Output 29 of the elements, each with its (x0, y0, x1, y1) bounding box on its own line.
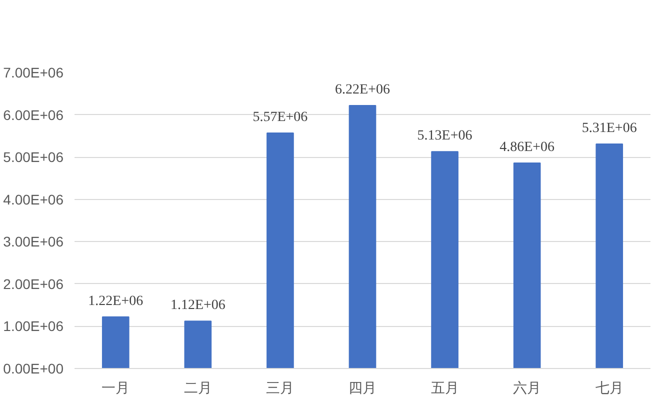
x-tick-label: 六月 (513, 380, 542, 396)
data-label: 5.31E+06 (582, 120, 637, 136)
data-label: 6.22E+06 (335, 82, 390, 98)
bar (596, 143, 624, 368)
data-label: 1.12E+06 (170, 298, 226, 314)
x-tick-label: 一月 (102, 380, 130, 396)
bar (102, 316, 130, 368)
x-tick-label: 四月 (348, 380, 376, 396)
data-label: 5.57E+06 (252, 110, 308, 125)
y-tick-label: 3.00E+06 (3, 234, 64, 250)
x-tick-label: 七月 (595, 380, 624, 396)
bar (431, 151, 458, 368)
y-tick-label: 2.00E+06 (3, 276, 64, 292)
data-label: 4.86E+06 (500, 140, 555, 155)
data-label: 5.13E+06 (417, 128, 472, 144)
y-tick-label: 7.00E+06 (3, 64, 64, 80)
bar (266, 132, 294, 368)
y-tick-label: 0.00E+00 (3, 360, 64, 376)
bar (184, 320, 212, 368)
data-label: 1.22E+06 (88, 294, 144, 309)
bar (348, 104, 376, 368)
y-tick-label: 1.00E+06 (3, 318, 64, 334)
y-tick-label: 5.00E+06 (3, 149, 64, 166)
x-tick-label: 二月 (184, 380, 212, 396)
bar (513, 162, 541, 368)
y-tick-label: 4.00E+06 (3, 191, 64, 208)
x-tick-label: 五月 (430, 380, 459, 396)
x-tick-label: 三月 (266, 380, 294, 396)
y-tick-label: 6.00E+06 (3, 106, 64, 123)
